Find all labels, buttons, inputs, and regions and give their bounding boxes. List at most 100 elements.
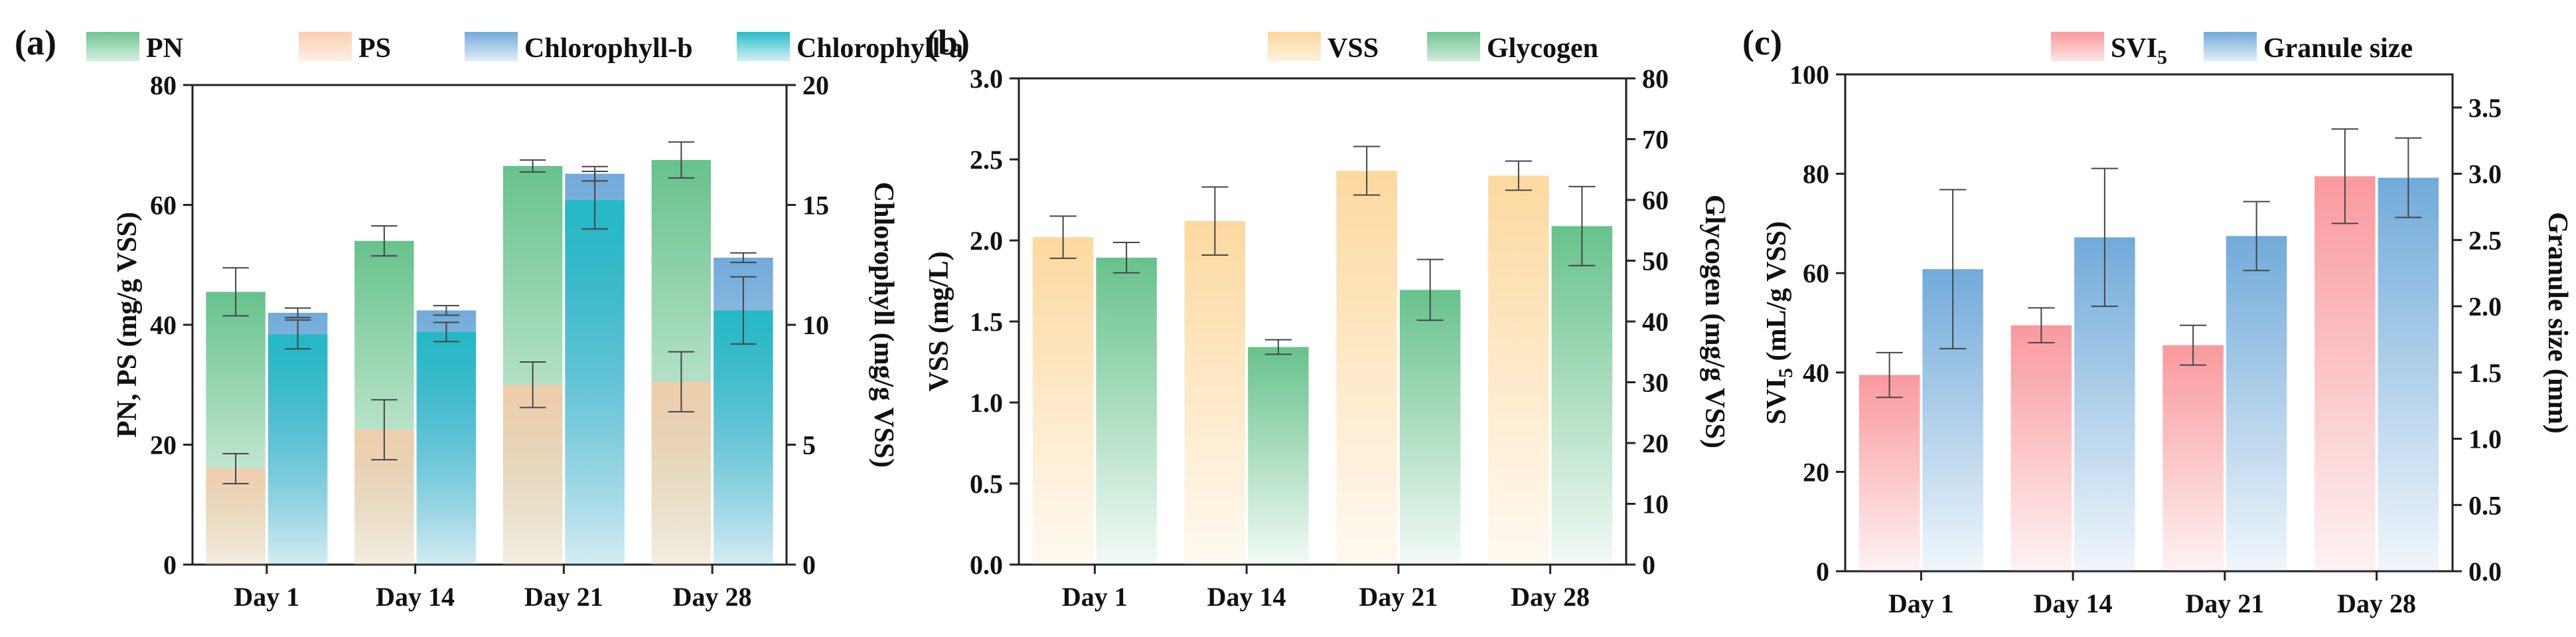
legend-swatch-granule-size: [2204, 32, 2257, 61]
y-tick-label: 40: [1803, 358, 1829, 388]
panel-a: 0 20 40 60 80 0 5 10 15 20 Day 1 Day 14 Day 21 Day 28…: [15, 23, 963, 612]
legend-swatch-chlorophyll-a: [737, 32, 790, 61]
bar-svi5-day-1: [1858, 375, 1920, 571]
bar-granule-size-day-21: [2226, 236, 2287, 571]
y-axis-label: SVI5 (mL/g VSS): [1762, 221, 1797, 424]
y-tick-label: 20: [150, 430, 177, 460]
bar-granule-size-day-28: [2378, 177, 2439, 572]
y2-axis-label: Granule size (mm): [2542, 212, 2573, 434]
legend-label-ps: PS: [358, 33, 391, 64]
panel-b: 0.0 0.5 1.0 1.5 2.0 2.5 3.0 0 10 20 30 40 50 60 70 80 Da…: [924, 23, 1730, 612]
panel-letter: (a): [15, 23, 56, 62]
y2-tick-label: 2.5: [2468, 225, 2502, 255]
panel-c-frame: [1844, 73, 2454, 573]
y2-axis-label: Glycogen (mg/g VSS): [1699, 195, 1730, 448]
bar-vss-day-14: [1184, 221, 1246, 565]
panel-letter: (b): [926, 23, 970, 62]
y2-tick-label: 0.0: [2468, 557, 2502, 587]
y2-tick-label: 70: [1642, 125, 1669, 155]
bar-glycogen-day-1: [1096, 257, 1157, 565]
legend-swatch-ps: [299, 32, 352, 61]
bar-chlorophyll-a-day-21: [565, 200, 625, 565]
legend-label-subscript: 5: [2157, 46, 2167, 68]
y2-tick-label: 3.5: [2468, 93, 2502, 123]
bar-ps-day-1: [206, 468, 265, 565]
legend-label-glycogen: Glycogen: [1487, 33, 1598, 64]
y2-tick-label: 20: [802, 70, 829, 100]
y-tick-label: 2.0: [970, 226, 1003, 256]
y-tick-label: 20: [1803, 457, 1829, 487]
x-tick-label: Day 28: [673, 582, 752, 612]
y2-tick-label: 2.0: [2468, 292, 2502, 321]
bar-chlorophyll-a-day-1: [267, 334, 328, 565]
y2-tick-label: 10: [802, 310, 829, 340]
x-tick-label: Day 21: [2185, 589, 2264, 618]
y2-tick-label: 15: [802, 191, 829, 221]
bar-svi5-day-14: [2010, 325, 2072, 571]
x-tick-label: Day 21: [1359, 582, 1438, 612]
panel-c: 0 20 40 60 80 100 0.0 0.5 1.0 1.5 2.0 2.5 3.0 3.5 Day …: [1742, 23, 2573, 618]
legend-label-chlorophyll-b: Chlorophyll-b: [524, 33, 693, 64]
y2-tick-label: 30: [1642, 368, 1669, 398]
y-tick-label: 40: [150, 310, 177, 340]
bar-vss-day-21: [1336, 171, 1397, 565]
y-tick-label: 60: [1803, 258, 1829, 288]
y-tick-label: 80: [150, 70, 177, 100]
legend-label-vss: VSS: [1327, 33, 1379, 64]
y2-tick-label: 1.0: [2468, 424, 2502, 454]
y2-tick-label: 80: [1642, 64, 1669, 94]
y2-tick-label: 10: [1642, 490, 1669, 519]
y-tick-label: 3.0: [970, 64, 1003, 94]
y-axis-label-unit: (mL/g VSS): [1762, 221, 1792, 368]
legend-swatch-chlorophyll-b: [465, 32, 518, 61]
y-axis-label: VSS (mg/L): [924, 251, 954, 391]
y2-tick-label: 0: [1642, 550, 1655, 580]
legend-swatch-vss: [1268, 32, 1321, 61]
x-tick-label: Day 1: [234, 582, 299, 612]
y-tick-label: 0.0: [970, 550, 1003, 580]
x-tick-label: Day 14: [376, 582, 455, 612]
x-tick-label: Day 28: [1511, 582, 1590, 612]
x-tick-label: Day 1: [1888, 589, 1954, 618]
legend-label-chlorophyll-a: Chlorophyll-a: [796, 33, 963, 64]
bar-vss-day-1: [1032, 237, 1094, 565]
y2-tick-label: 0.5: [2468, 490, 2502, 520]
x-tick-label: Day 14: [1207, 582, 1286, 612]
y-axis-label-subscript: 5: [1775, 368, 1797, 378]
legend-swatch-pn: [86, 32, 139, 61]
panel-letter: (c): [1742, 23, 1782, 62]
legend-label-svi5: SVI5: [2111, 33, 2167, 68]
legend-swatch-glycogen: [1427, 32, 1480, 61]
y2-tick-label: 3.0: [2468, 159, 2502, 189]
y-tick-label: 1.5: [970, 307, 1003, 337]
y-axis-label: PN, PS (mg/g VSS): [112, 212, 143, 438]
y2-tick-label: 50: [1642, 246, 1669, 276]
bar-vss-day-28: [1488, 175, 1549, 565]
y-tick-label: 0: [1816, 557, 1829, 587]
y2-tick-label: 5: [802, 430, 816, 460]
y2-tick-label: 40: [1642, 307, 1669, 337]
x-tick-label: Day 28: [2337, 589, 2416, 618]
x-tick-label: Day 14: [2034, 589, 2113, 618]
x-tick-label: Day 21: [524, 582, 603, 612]
legend-label-granule-size: Granule size: [2263, 33, 2413, 64]
x-tick-label: Day 1: [1062, 582, 1128, 612]
legend-label-pn: PN: [146, 33, 183, 64]
bar-glycogen-day-14: [1248, 347, 1309, 565]
y2-tick-label: 1.5: [2468, 358, 2502, 388]
bar-svi5-day-28: [2314, 176, 2376, 572]
legend-swatch-svi5: [2051, 32, 2104, 61]
y-tick-label: 1.0: [970, 388, 1003, 418]
bar-glycogen-day-21: [1399, 290, 1461, 565]
bar-glycogen-day-28: [1551, 226, 1613, 565]
y2-axis-label: Chlorophyll (mg/g VSS): [868, 182, 899, 468]
y-tick-label: 0.5: [970, 469, 1003, 499]
y-tick-label: 100: [1789, 60, 1829, 90]
y2-tick-label: 0: [802, 550, 816, 580]
y2-tick-label: 20: [1642, 428, 1669, 458]
y-tick-label: 80: [1803, 159, 1829, 189]
bar-ps-day-21: [502, 385, 563, 565]
y-tick-label: 2.5: [970, 145, 1003, 175]
y-tick-label: 60: [150, 191, 177, 221]
